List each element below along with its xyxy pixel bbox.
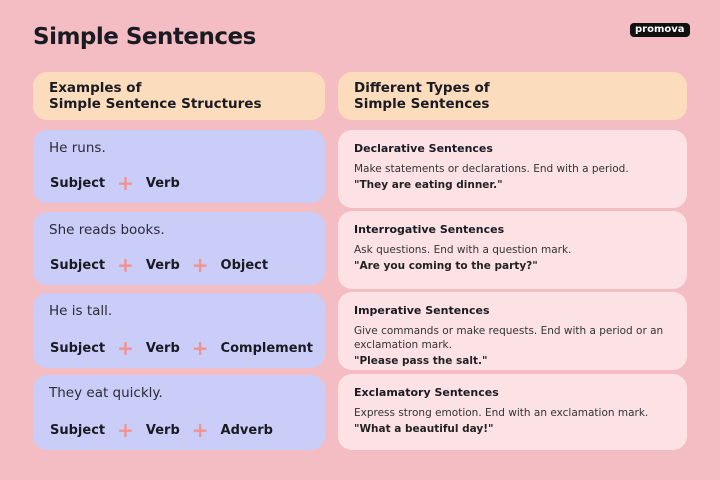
plus-icon: + <box>117 171 134 195</box>
structure-part: Adverb <box>220 423 273 438</box>
type-example: "Please pass the salt." <box>354 355 488 367</box>
type-example: "Are you coming to the party?" <box>354 260 538 272</box>
plus-icon: + <box>117 336 134 360</box>
structure-part: Subject <box>50 176 106 191</box>
sentence-type-card: Exclamatory Sentences Express strong emo… <box>338 374 687 450</box>
promova-logo: promova <box>630 23 690 37</box>
plus-icon: + <box>191 418 209 442</box>
structure-part: Subject <box>50 341 106 356</box>
types-header: Different Types of Simple Sentences <box>338 72 687 120</box>
type-description: Make statements or declarations. End wit… <box>354 163 629 175</box>
structure-part: Verb <box>145 341 180 356</box>
plus-icon: + <box>117 418 134 442</box>
examples-header: Examples of Simple Sentence Structures <box>33 72 325 120</box>
header-line: Different Types of <box>354 80 490 96</box>
example-sentence: They eat quickly. <box>49 385 163 401</box>
plus-icon: + <box>117 253 134 277</box>
structure-part: Verb <box>145 258 180 273</box>
type-description: Express strong emotion. End with an excl… <box>354 407 649 419</box>
type-example: "They are eating dinner." <box>354 179 503 191</box>
structure-part: Object <box>220 258 269 273</box>
example-card: She reads books. Subject + Verb + Object <box>33 212 325 285</box>
sentence-structure: Subject + Verb + Object <box>50 253 269 277</box>
plus-icon: + <box>191 336 209 360</box>
structure-part: Subject <box>50 258 106 273</box>
plus-icon: + <box>191 253 209 277</box>
structure-part: Verb <box>145 176 180 191</box>
type-description: Ask questions. End with a question mark. <box>354 244 572 256</box>
structure-part: Verb <box>145 423 180 438</box>
header-line: Simple Sentences <box>354 96 490 112</box>
structure-part: Complement <box>220 341 313 356</box>
type-name: Imperative Sentences <box>354 304 490 317</box>
sentence-structure: Subject + Verb + Adverb <box>50 418 273 442</box>
sentence-type-card: Interrogative Sentences Ask questions. E… <box>338 211 687 289</box>
sentence-structure: Subject + Verb + Complement <box>50 336 313 360</box>
example-card: He is tall. Subject + Verb + Complement <box>33 293 325 368</box>
sentence-structure: Subject + Verb <box>50 171 180 195</box>
example-sentence: He is tall. <box>49 303 113 319</box>
type-name: Exclamatory Sentences <box>354 386 499 399</box>
type-example: "What a beautiful day!" <box>354 423 494 435</box>
example-card: He runs. Subject + Verb <box>33 130 325 203</box>
type-description: Give commands or make requests. End with… <box>354 325 664 351</box>
type-name: Declarative Sentences <box>354 142 493 155</box>
header-line: Examples of <box>49 80 142 96</box>
example-card: They eat quickly. Subject + Verb + Adverb <box>33 375 325 450</box>
type-name: Interrogative Sentences <box>354 223 505 236</box>
example-sentence: He runs. <box>49 140 106 156</box>
sentence-type-card: Imperative Sentences Give commands or ma… <box>338 292 687 370</box>
structure-part: Subject <box>50 423 106 438</box>
example-sentence: She reads books. <box>49 222 165 238</box>
page-title: Simple Sentences <box>33 24 256 50</box>
header-line: Simple Sentence Structures <box>49 96 262 112</box>
sentence-type-card: Declarative Sentences Make statements or… <box>338 130 687 208</box>
